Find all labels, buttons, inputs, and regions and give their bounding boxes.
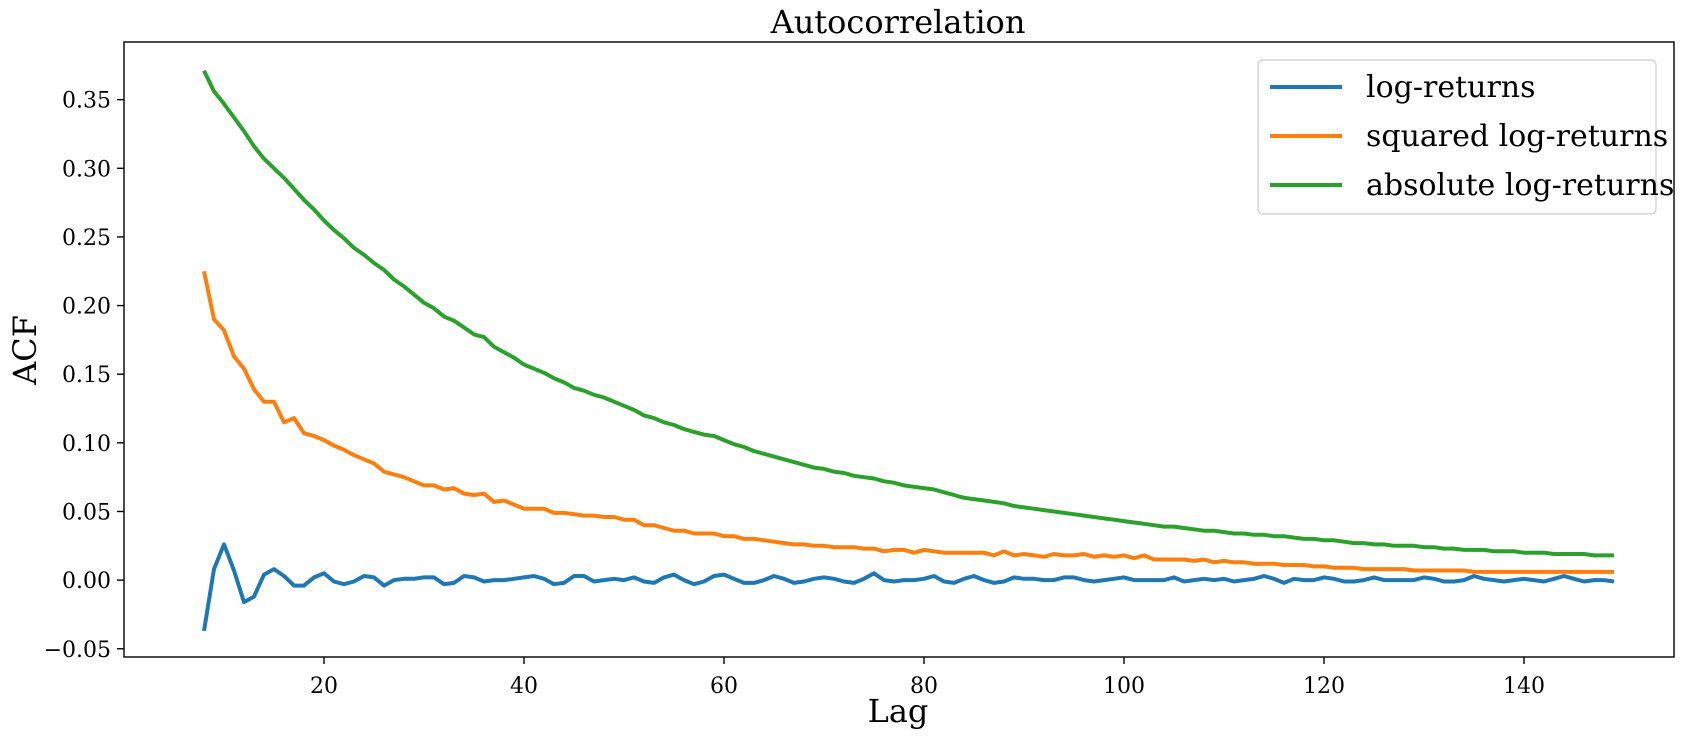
y-tick-label: 0.20 (62, 295, 111, 320)
legend-label-0: log-returns (1366, 70, 1536, 105)
series-line-2 (202, 69, 1614, 558)
y-tick-label: 0.10 (62, 432, 111, 457)
series-layer (202, 69, 1615, 632)
x-tick-label: 60 (710, 674, 738, 699)
legend-entries: log-returns squared log-returns absolute l… (1270, 70, 1674, 203)
y-tick-label: 0.35 (62, 89, 111, 114)
y-axis-ticks: −0.05 0.00 0.05 0.10 0.15 0.20 0.25 0.30 0.35 (44, 89, 124, 663)
legend-label-1: squared log-returns (1366, 119, 1668, 154)
series-line-0 (202, 542, 1615, 632)
x-tick-label: 120 (1303, 674, 1345, 699)
y-tick-label: 0.05 (62, 500, 111, 525)
legend-label-2: absolute log-returns (1366, 168, 1674, 203)
y-tick-label: −0.05 (44, 638, 111, 663)
y-tick-label: 0.25 (62, 226, 111, 251)
chart-title: Autocorrelation (770, 3, 1026, 41)
legend: log-returns squared log-returns absolute l… (1257, 59, 1674, 215)
x-tick-label: 140 (1503, 674, 1545, 699)
y-tick-label: 0.30 (62, 157, 111, 182)
x-tick-label: 80 (910, 674, 938, 699)
x-axis-ticks: 20 40 60 80 100 120 140 (310, 657, 1545, 699)
x-tick-label: 40 (510, 674, 538, 699)
y-tick-label: 0.15 (62, 363, 111, 388)
x-tick-label: 100 (1103, 674, 1145, 699)
series-line-1 (202, 270, 1614, 574)
plot-frame (123, 41, 1675, 658)
x-tick-label: 20 (310, 674, 338, 699)
y-tick-label: 0.00 (62, 569, 111, 594)
y-axis-label: ACF (6, 315, 44, 386)
legend-frame (1257, 59, 1657, 215)
x-axis-label: Lag (868, 692, 929, 730)
